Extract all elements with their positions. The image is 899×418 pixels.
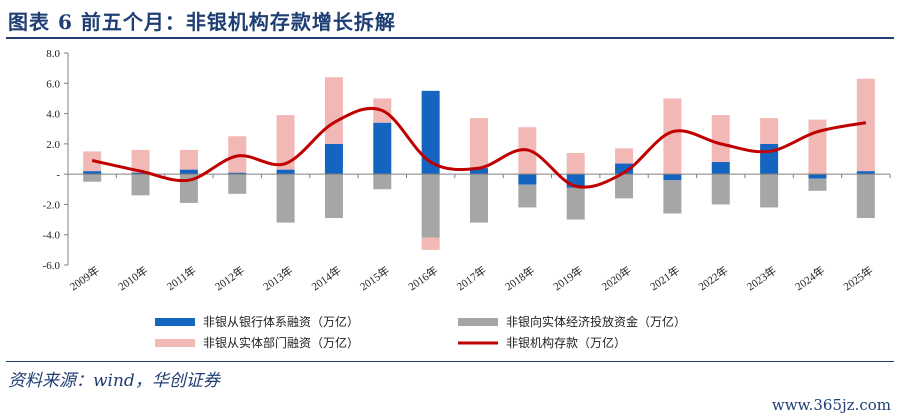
- bar-1-2017年: [470, 168, 488, 175]
- bar-1-2016年: [421, 90, 440, 175]
- bar-3-2022年: [711, 115, 730, 163]
- bar-1-2012年: [228, 172, 247, 175]
- bar-3-2020年: [615, 148, 634, 164]
- bar-3-2017年: [470, 118, 488, 169]
- x-tick-label: 2013年: [260, 263, 295, 293]
- bar-2-2025年: [856, 174, 875, 219]
- bar-1-2013年: [276, 169, 295, 175]
- legend-label-1: 非银从银行体系融资（万亿）: [203, 314, 359, 329]
- watermark: www.365jz.com: [771, 396, 891, 414]
- x-tick-label: 2022年: [695, 263, 730, 293]
- bar-1-2011年: [179, 169, 198, 175]
- bar-3-2025年: [856, 78, 875, 172]
- bar-2-2015年: [373, 174, 392, 190]
- y-tick-label: 6.0: [46, 78, 60, 90]
- bar-3-2021年: [663, 98, 682, 175]
- bar-1-2020年: [615, 163, 634, 175]
- x-tick-label: 2012年: [212, 263, 247, 293]
- bar-3-2024年: [808, 119, 827, 175]
- x-tick-label: 2023年: [744, 263, 779, 293]
- x-tick-label: 2019年: [550, 263, 585, 293]
- y-tick-label: 8.0: [46, 48, 60, 60]
- y-tick-label: -2.0: [43, 199, 61, 211]
- bar-2-2016年: [421, 174, 440, 238]
- x-tick-label: 2015年: [357, 263, 392, 293]
- bar-2-2010年: [131, 174, 150, 196]
- line-layer: [91, 106, 867, 189]
- bar-1-2022年: [711, 162, 730, 175]
- legend-swatch-1: [155, 318, 195, 326]
- x-tick-label: 2020年: [599, 263, 634, 293]
- title-divider: [6, 37, 894, 39]
- x-tick-label: 2014年: [309, 263, 344, 293]
- bar-1-2014年: [324, 143, 343, 175]
- bar-3-2010年: [131, 149, 150, 173]
- y-tick-label: -6.0: [43, 260, 61, 272]
- legend-label-2: 非银向实体经济投放资金（万亿）: [506, 314, 686, 329]
- x-tick-label: 2017年: [454, 263, 489, 293]
- y-axis: -6.0-4.0-2.0-2.04.06.08.0: [43, 48, 69, 272]
- legend-label-4: 非银机构存款（万亿）: [506, 335, 626, 350]
- bar-2-2021年: [663, 180, 682, 214]
- y-tick-label: -: [56, 169, 60, 181]
- bar-2-2019年: [566, 187, 585, 220]
- bar-2-2024年: [808, 178, 827, 191]
- x-tick-label: 2024年: [792, 263, 827, 293]
- bar-1-2018年: [518, 174, 537, 185]
- legend: 非银从银行体系融资（万亿） 非银向实体经济投放资金（万亿） 非银从实体部门融资（万亿…: [155, 314, 686, 350]
- source-divider: [6, 361, 894, 362]
- bar-3-2023年: [760, 118, 779, 144]
- y-tick-label: -4.0: [43, 230, 61, 242]
- bar-1-2009年: [83, 171, 102, 175]
- source-note: 资料来源：wind，华创证券: [8, 371, 220, 391]
- x-tick-label: 2018年: [502, 263, 537, 293]
- bar-2-2009年: [83, 174, 102, 182]
- bar-1-2010年: [131, 172, 150, 175]
- x-tick-label: 2010年: [115, 263, 150, 293]
- x-tick-label: 2011年: [164, 263, 199, 293]
- bar-3-2019年: [566, 152, 585, 175]
- bar-2-2022年: [711, 174, 730, 205]
- bar-2-2018年: [518, 184, 537, 208]
- bar-2-2014年: [324, 174, 343, 219]
- legend-swatch-2: [458, 318, 498, 326]
- x-tick-label: 2016年: [405, 263, 440, 293]
- bar-1-2024年: [808, 174, 827, 179]
- bar-3-2011年: [179, 149, 198, 170]
- chart: 2009年 2010年 2011年 2012年 2013年 2014年 2015年 2016年…: [43, 48, 891, 350]
- legend-label-3: 非银从实体部门融资（万亿）: [203, 335, 359, 350]
- bars-layer: [83, 77, 875, 250]
- x-tick-label: 2009年: [67, 263, 102, 293]
- y-tick-label: 2.0: [46, 139, 60, 151]
- bar-2-2013年: [276, 174, 295, 223]
- y-tick-label: 4.0: [46, 109, 60, 121]
- x-tick-label: 2025年: [840, 263, 875, 293]
- x-tick-label: 2021年: [647, 263, 682, 293]
- bar-2-2020年: [615, 174, 634, 199]
- legend-swatch-3: [155, 339, 195, 347]
- bar-2-2017年: [470, 174, 488, 223]
- bar-1-2023年: [760, 143, 779, 175]
- bar-3-2013年: [276, 115, 295, 170]
- bar-3-2016年: [421, 237, 440, 250]
- bar-2-2012年: [228, 174, 247, 194]
- bar-2-2023年: [760, 174, 779, 208]
- bar-3-2014年: [324, 77, 343, 144]
- bar-1-2015年: [373, 122, 392, 175]
- bar-1-2025年: [856, 171, 875, 175]
- bar-1-2021年: [663, 174, 682, 181]
- chart-title: 图表 6 前五个月：非银机构存款增长拆解: [8, 10, 396, 34]
